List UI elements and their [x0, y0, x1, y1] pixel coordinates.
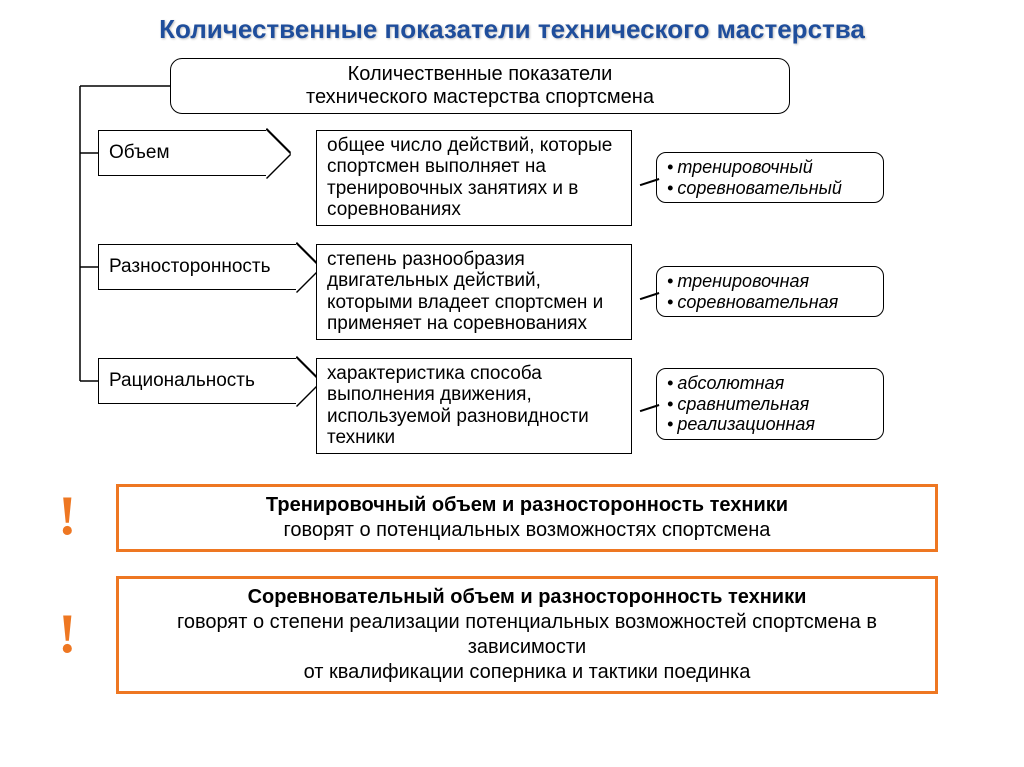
callout-bold: Тренировочный объем и разносторонность т… — [266, 494, 788, 516]
header-box: Количественные показатели технического м… — [170, 58, 790, 114]
indicator-label-rationality: Рациональность — [98, 358, 296, 404]
desc-text: характеристика способа выполнения движен… — [327, 363, 589, 448]
callout-bold: Соревновательный объем и разносторонност… — [248, 586, 807, 608]
desc-text: степень разнообразия двигательных действ… — [327, 249, 603, 334]
indicator-desc-versatility: степень разнообразия двигательных действ… — [316, 244, 632, 340]
indicator-desc-volume: общее число действий, которые спортсмен … — [316, 130, 632, 226]
callout-competitive: Соревновательный объем и разносторонност… — [116, 576, 938, 694]
note-item: тренировочная — [667, 271, 875, 292]
note-item: соревновательный — [667, 178, 875, 199]
header-line2: технического мастерства спортсмена — [306, 86, 654, 108]
indicator-desc-rationality: характеристика способа выполнения движен… — [316, 358, 632, 454]
label-text: Рациональность — [109, 370, 255, 392]
note-item: реализационная — [667, 414, 875, 435]
note-item: сравнительная — [667, 394, 875, 415]
label-text: Разносторонность — [109, 256, 271, 278]
indicator-label-versatility: Разносторонность — [98, 244, 296, 290]
desc-text: общее число действий, которые спортсмен … — [327, 135, 612, 220]
note-item: абсолютная — [667, 373, 875, 394]
exclamation-icon: ! — [58, 484, 77, 548]
exclamation-icon: ! — [58, 602, 77, 666]
indicator-label-volume: Объем — [98, 130, 266, 176]
note-item: тренировочный — [667, 157, 875, 178]
header-line1: Количественные показатели — [348, 63, 613, 85]
callout-text: говорят о степени реализации потенциальн… — [177, 611, 877, 683]
indicator-note-volume: тренировочный соревновательный — [656, 152, 884, 203]
indicator-note-versatility: тренировочная соревновательная — [656, 266, 884, 317]
note-item: соревновательная — [667, 292, 875, 313]
callout-training: Тренировочный объем и разносторонность т… — [116, 484, 938, 552]
page-title: Количественные показатели технического м… — [0, 0, 1024, 53]
indicator-note-rationality: абсолютная сравнительная реализационная — [656, 368, 884, 440]
label-text: Объем — [109, 142, 170, 164]
callout-text: говорят о потенциальных возможностях спо… — [284, 519, 771, 541]
